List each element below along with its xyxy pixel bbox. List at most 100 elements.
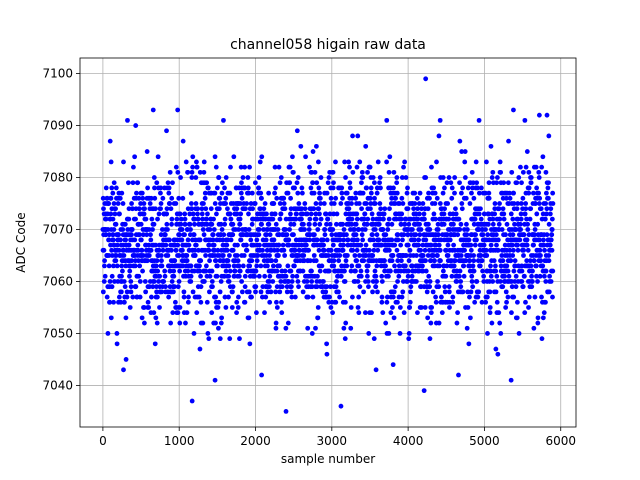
- data-point: [471, 221, 477, 227]
- data-point: [218, 279, 224, 284]
- data-point: [180, 247, 185, 253]
- data-point: [278, 175, 284, 180]
- data-point: [217, 289, 223, 295]
- data-point: [474, 237, 479, 243]
- data-point: [549, 247, 555, 253]
- data-point: [509, 242, 515, 248]
- data-point: [304, 279, 310, 284]
- data-point: [120, 201, 126, 206]
- data-point: [216, 175, 222, 180]
- data-point: [246, 211, 251, 217]
- data-point: [399, 211, 405, 217]
- data-point: [302, 206, 308, 212]
- data-point: [488, 268, 494, 274]
- data-point: [190, 164, 196, 170]
- data-point: [226, 263, 232, 269]
- data-point: [198, 273, 203, 279]
- data-point: [507, 195, 513, 201]
- data-point: [361, 216, 367, 222]
- data-point: [398, 221, 404, 227]
- data-point: [458, 279, 464, 284]
- data-point: [477, 263, 483, 269]
- data-point: [366, 331, 372, 336]
- data-point: [451, 263, 457, 269]
- data-point: [219, 315, 225, 321]
- data-point: [411, 206, 417, 212]
- data-point: [533, 201, 538, 206]
- data-point: [315, 159, 321, 165]
- data-point: [169, 279, 175, 284]
- data-point: [248, 201, 254, 206]
- data-point: [274, 305, 280, 310]
- data-point: [531, 325, 537, 331]
- data-point: [162, 273, 168, 279]
- data-point: [317, 268, 323, 274]
- data-point: [360, 190, 366, 196]
- data-point: [139, 315, 145, 321]
- data-point: [222, 216, 228, 222]
- data-point: [374, 279, 379, 284]
- data-point: [416, 201, 422, 206]
- data-point: [159, 263, 165, 269]
- data-point: [495, 247, 501, 253]
- data-point: [457, 180, 462, 186]
- data-point: [440, 190, 446, 196]
- data-point: [212, 154, 218, 160]
- data-point: [170, 180, 175, 186]
- data-point: [431, 253, 436, 258]
- data-point: [324, 351, 330, 357]
- data-point: [257, 206, 263, 212]
- data-point: [266, 279, 272, 284]
- data-point: [433, 216, 438, 222]
- data-point: [406, 221, 412, 227]
- data-point: [262, 201, 268, 206]
- data-point: [405, 242, 411, 248]
- data-point: [397, 305, 403, 310]
- data-point: [421, 211, 427, 217]
- data-point: [158, 190, 163, 196]
- data-point: [251, 242, 257, 248]
- y-axis-label: ADC Code: [14, 212, 28, 272]
- data-point: [479, 299, 485, 305]
- data-point: [189, 169, 195, 175]
- data-point: [371, 336, 377, 342]
- data-point: [226, 279, 232, 284]
- data-point: [374, 263, 380, 269]
- data-point: [291, 232, 296, 238]
- data-point: [472, 216, 478, 222]
- data-point: [209, 279, 215, 284]
- data-point: [344, 232, 349, 238]
- data-point: [109, 284, 115, 290]
- data-point: [324, 341, 330, 347]
- data-point: [438, 258, 443, 264]
- data-point: [389, 195, 395, 201]
- data-point: [501, 211, 507, 217]
- data-point: [244, 201, 250, 206]
- data-point: [379, 273, 385, 279]
- data-point: [151, 221, 157, 227]
- data-point: [116, 247, 122, 253]
- x-axis-label: sample number: [281, 452, 375, 466]
- data-point: [270, 279, 276, 284]
- data-point: [123, 315, 129, 321]
- data-point: [400, 201, 406, 206]
- data-point: [409, 263, 415, 269]
- axis-ticks: 0 1000 2000 3000 4000 5000 6000 7040 7050 7060 707…: [42, 67, 576, 448]
- data-point: [526, 305, 531, 310]
- data-point: [471, 253, 476, 258]
- data-point: [409, 227, 415, 232]
- data-point: [509, 284, 515, 290]
- data-point: [150, 284, 156, 290]
- data-point: [400, 237, 405, 243]
- data-point: [249, 258, 255, 264]
- data-point: [207, 273, 213, 279]
- data-point: [370, 232, 375, 238]
- data-point: [243, 227, 249, 232]
- data-point: [386, 169, 392, 175]
- data-point: [330, 185, 336, 191]
- data-point: [445, 242, 451, 248]
- data-point: [176, 253, 182, 258]
- data-point: [453, 211, 459, 217]
- data-point: [283, 409, 289, 414]
- data-point: [228, 237, 234, 243]
